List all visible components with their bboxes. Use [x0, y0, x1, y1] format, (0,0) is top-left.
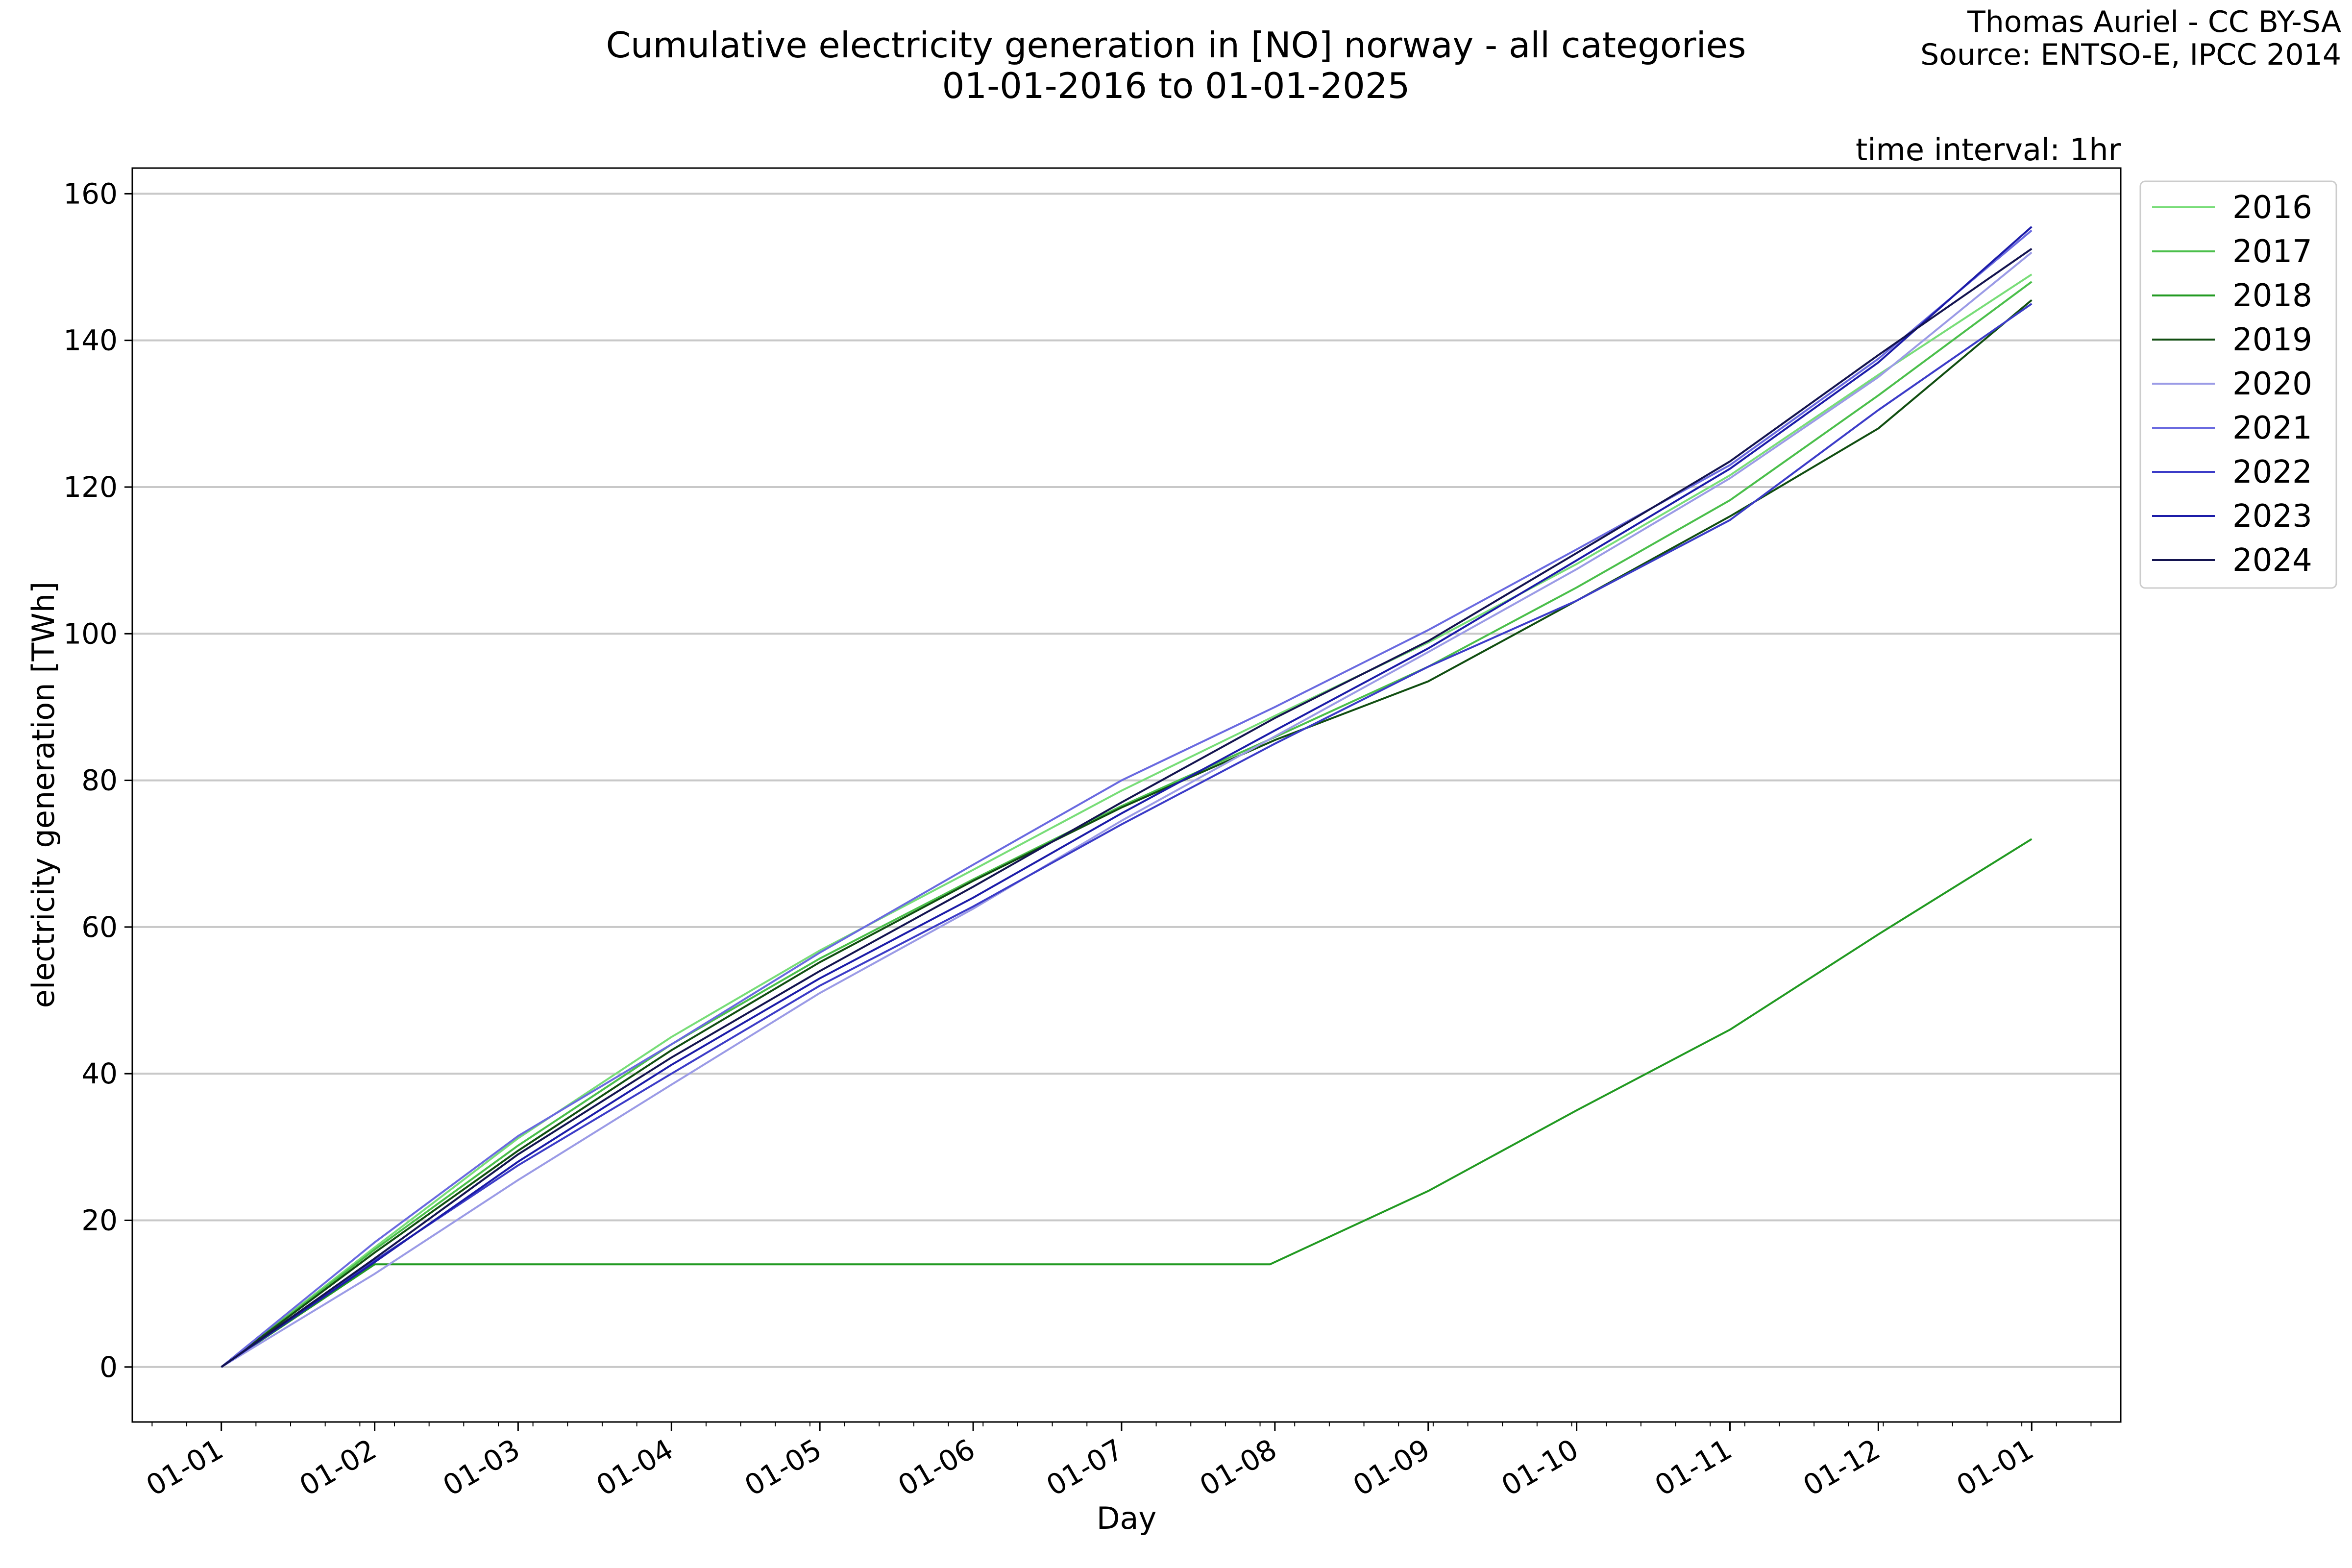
series-line-2021: [220, 229, 2033, 1368]
series-line-2016: [220, 273, 2033, 1368]
horizontal-gridlines: [132, 193, 2121, 1368]
series-line-2023: [220, 226, 2033, 1368]
x-tick-label: 01-10: [1496, 1432, 1584, 1502]
credit-source: Source: ENTSO-E, IPCC 2014: [1920, 38, 2341, 72]
x-tick-label: 01-01: [1951, 1432, 2039, 1502]
legend-box: [2139, 180, 2337, 589]
y-tick-label: 140: [63, 324, 118, 357]
legend-label-2022: 2022: [2232, 454, 2312, 490]
series-line-2019: [220, 299, 2033, 1368]
x-tick-label: 01-09: [1348, 1432, 1436, 1502]
x-axis: 01-01 01-02 01-03 01-04 01-05 01-06 01-07 01-08…: [141, 1422, 2092, 1502]
legend-label-2018: 2018: [2232, 278, 2312, 314]
x-tick-label: 01-02: [294, 1432, 382, 1502]
y-tick-label: 60: [81, 910, 118, 944]
legend-label-2023: 2023: [2232, 498, 2312, 535]
y-tick-label: 160: [63, 177, 118, 210]
x-tick-label: 01-06: [892, 1432, 980, 1502]
x-tick-label: 01-07: [1041, 1432, 1129, 1502]
x-axis-label: Day: [1097, 1500, 1156, 1536]
series-line-2024: [220, 247, 2033, 1368]
legend: 2016 2017 2018 2019 2020 2021 2022 2023 2024: [2139, 180, 2337, 589]
x-tick-label: 01-04: [590, 1432, 679, 1502]
chart-title: Cumulative electricity generation in [NO…: [606, 24, 1746, 66]
x-tick-label: 01-03: [437, 1432, 525, 1502]
y-tick-label: 20: [81, 1203, 118, 1237]
x-tick-label: 01-12: [1797, 1432, 1886, 1502]
y-tick-label: 0: [99, 1350, 118, 1384]
y-tick-label: 120: [63, 470, 118, 504]
series-line-2018: [220, 838, 2033, 1368]
y-axis: 0 20 40 60 80 100 120 140 160: [63, 177, 132, 1384]
series-lines: [220, 226, 2033, 1368]
y-tick-label: 80: [81, 764, 118, 797]
y-tick-label: 40: [81, 1057, 118, 1090]
x-tick-label: 01-11: [1649, 1432, 1738, 1502]
plot-area-frame: [131, 167, 2122, 1423]
legend-label-2024: 2024: [2232, 542, 2312, 579]
credit-author: Thomas Auriel - CC BY-SA: [1967, 5, 2341, 39]
y-tick-label: 100: [63, 617, 118, 650]
legend-label-2017: 2017: [2232, 234, 2312, 270]
x-tick-label: 01-05: [739, 1432, 827, 1502]
x-tick-label: 01-08: [1194, 1432, 1282, 1502]
time-interval-note: time interval: 1hr: [1856, 132, 2121, 168]
legend-label-2019: 2019: [2232, 322, 2312, 358]
legend-label-2021: 2021: [2232, 410, 2312, 446]
series-line-2022: [220, 303, 2033, 1368]
legend-label-2016: 2016: [2232, 190, 2312, 226]
legend-label-2020: 2020: [2232, 366, 2312, 402]
x-tick-label: 01-01: [141, 1432, 229, 1502]
series-line-2017: [220, 281, 2033, 1368]
y-axis-label: electricity generation [TWh]: [25, 582, 61, 1008]
series-line-2020: [220, 251, 2033, 1368]
chart-subtitle: 01-01-2016 to 01-01-2025: [942, 65, 1410, 106]
